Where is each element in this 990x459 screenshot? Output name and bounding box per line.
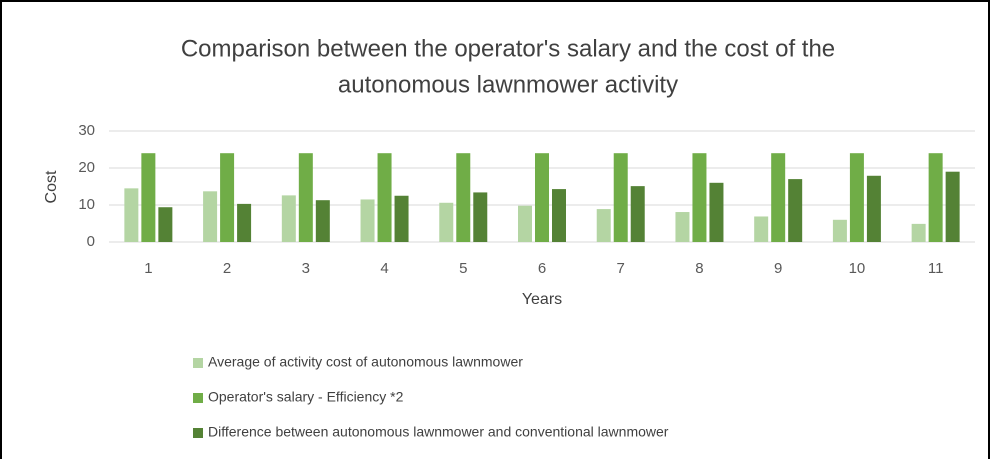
x-tick-label: 8	[695, 260, 703, 277]
bar	[613, 153, 628, 242]
bar	[788, 179, 803, 242]
legend-swatch	[193, 428, 203, 438]
legend-label: Difference between autonomous lawnmower …	[208, 424, 669, 440]
bar	[237, 203, 252, 242]
bar	[552, 189, 566, 242]
bar	[518, 205, 532, 242]
x-tick-label: 11	[928, 260, 944, 277]
bar	[675, 212, 690, 242]
x-tick-label: 4	[380, 260, 388, 277]
bar	[377, 153, 392, 242]
x-tick-label: 2	[223, 260, 231, 277]
bar	[220, 153, 235, 242]
bar	[281, 195, 296, 242]
bar	[849, 153, 864, 242]
legend-swatch	[193, 358, 203, 368]
bar	[473, 192, 488, 242]
y-axis-title: Cost	[43, 170, 60, 203]
bar	[298, 153, 313, 242]
y-tick-label: 20	[78, 159, 95, 176]
y-tick-label: 0	[87, 233, 95, 250]
bar	[203, 191, 218, 242]
bar	[945, 171, 960, 242]
bar	[141, 153, 156, 242]
x-tick-label: 1	[144, 260, 152, 277]
legend-label: Operator's salary - Efficiency *2	[208, 389, 404, 405]
y-tick-label: 10	[78, 196, 95, 213]
y-tick-label: 30	[78, 122, 95, 139]
bar	[360, 199, 375, 242]
bar	[535, 153, 549, 242]
bar	[771, 153, 786, 242]
x-tick-label: 6	[538, 260, 546, 277]
bar	[709, 182, 724, 242]
bar	[754, 216, 769, 242]
bar	[394, 195, 409, 242]
legend-swatch	[193, 393, 203, 403]
x-axis-title: Years	[522, 291, 562, 308]
bar	[928, 153, 943, 242]
chart-title: autonomous lawnmower activity	[338, 71, 678, 98]
bar	[911, 223, 926, 242]
x-tick-label: 9	[774, 260, 782, 277]
bar	[158, 207, 173, 242]
bar	[692, 153, 707, 242]
x-tick-label: 3	[302, 260, 310, 277]
bar	[315, 200, 330, 242]
bar	[832, 219, 847, 242]
bar	[456, 153, 471, 242]
x-tick-label: 7	[617, 260, 625, 277]
x-tick-label: 5	[459, 260, 467, 277]
bar	[124, 188, 139, 242]
bar	[439, 202, 454, 242]
x-tick-label: 10	[849, 260, 866, 277]
bar	[866, 175, 881, 242]
chart-title: Comparison between the operator's salary…	[181, 35, 835, 62]
bar	[630, 186, 645, 242]
bar	[596, 209, 611, 242]
legend-label: Average of activity cost of autonomous l…	[208, 354, 523, 370]
